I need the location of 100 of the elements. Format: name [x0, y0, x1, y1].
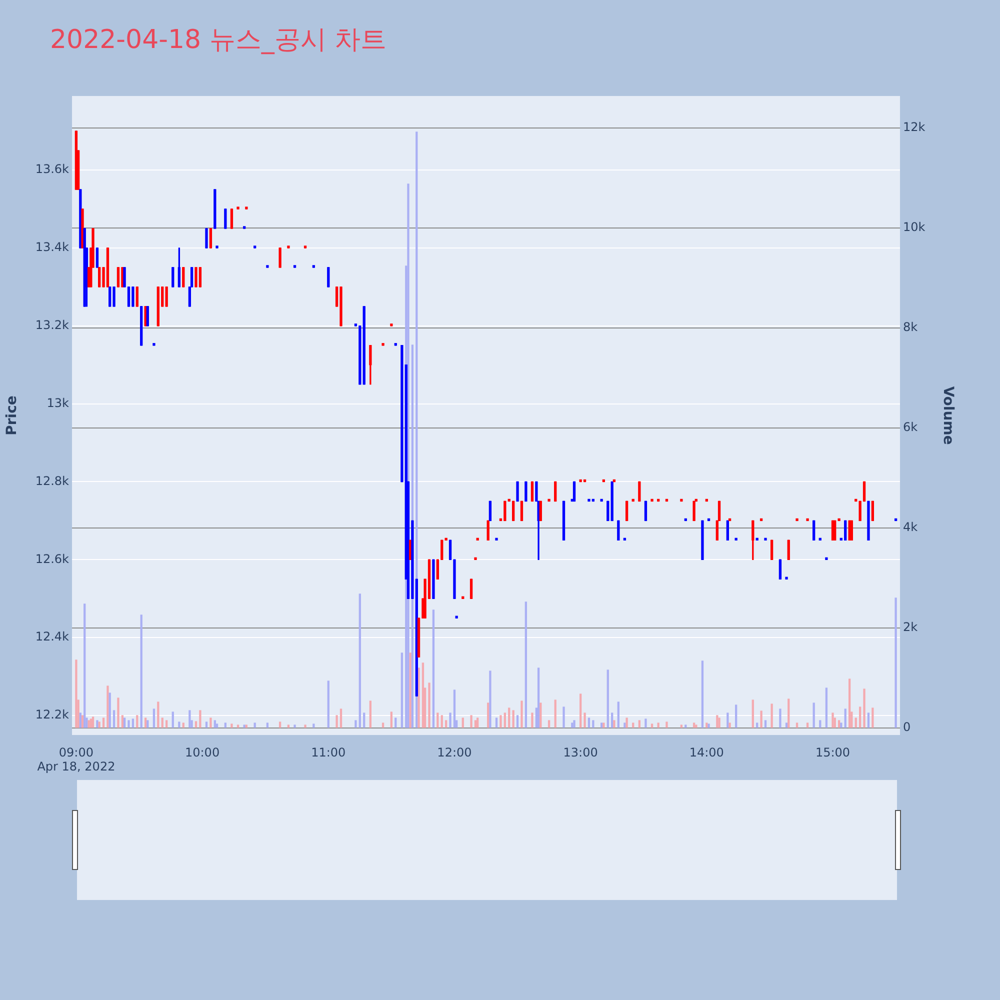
y2-tick-label: 10k	[903, 220, 926, 234]
bar	[504, 712, 506, 728]
bar	[701, 660, 704, 728]
bar	[626, 718, 628, 728]
bar	[579, 694, 582, 728]
bar	[312, 724, 315, 728]
bar	[84, 604, 86, 728]
bar	[132, 718, 134, 728]
bar	[123, 718, 126, 728]
bar	[254, 722, 256, 728]
bar	[592, 720, 594, 728]
bar	[462, 718, 464, 728]
y-tick-label: 12.4k	[35, 630, 70, 644]
x-tick-label: 14:00	[689, 745, 724, 760]
bar	[752, 700, 754, 728]
bar	[764, 720, 767, 728]
bar	[825, 688, 828, 728]
y2-tick-label: 2k	[903, 620, 918, 634]
bar	[584, 712, 586, 728]
x-tick-label: 09:00 Apr 18, 2022	[37, 745, 116, 774]
bar	[588, 718, 590, 728]
bar	[650, 724, 654, 728]
bar	[531, 712, 534, 728]
bar	[354, 720, 357, 728]
bar	[230, 724, 233, 728]
bar	[205, 722, 208, 728]
bar	[304, 724, 306, 728]
bar	[161, 718, 164, 728]
bar	[537, 668, 540, 728]
bar	[735, 704, 738, 728]
bar	[573, 720, 576, 728]
bar	[327, 680, 330, 728]
x-tick-label: 11:00	[311, 745, 346, 760]
bar	[88, 720, 90, 728]
bar	[617, 702, 620, 728]
bar	[236, 724, 240, 728]
y2-tick-label: 6k	[903, 420, 918, 434]
bar	[199, 710, 202, 728]
bar	[520, 700, 523, 728]
bar	[863, 688, 866, 728]
bar	[144, 718, 147, 728]
bar	[854, 718, 857, 728]
bar	[157, 702, 160, 728]
bar	[838, 720, 840, 728]
chart-title: 2022-04-18 뉴스_공시 차트	[50, 24, 387, 57]
bar	[638, 720, 640, 728]
bar	[245, 724, 248, 728]
bar	[867, 712, 870, 728]
bar	[390, 712, 393, 728]
bar	[224, 722, 226, 728]
bar	[214, 720, 216, 728]
bar	[79, 712, 82, 728]
bar	[418, 668, 420, 728]
x-tick-label: 12:00	[437, 745, 472, 760]
x-tick-label: 10:00	[185, 745, 220, 760]
bar	[369, 700, 372, 728]
bar	[779, 708, 782, 728]
bar	[340, 708, 342, 728]
bar	[726, 712, 729, 728]
bar	[858, 706, 862, 728]
bar	[796, 722, 798, 728]
bar	[470, 715, 472, 728]
bar	[785, 722, 788, 728]
bar	[394, 718, 397, 728]
bar	[489, 670, 492, 728]
bar	[188, 710, 191, 728]
bar	[832, 712, 834, 728]
bar	[400, 652, 404, 728]
bar	[666, 722, 668, 728]
bar	[840, 722, 842, 728]
x-tick-label: 15:00	[815, 745, 850, 760]
bar	[278, 722, 282, 728]
bar	[287, 724, 290, 728]
y-tick-label: 13.2k	[35, 318, 70, 332]
y-tick-label: 12.8k	[35, 474, 70, 488]
bar	[872, 708, 874, 728]
bar	[172, 712, 174, 728]
y-tick-label: 12.6k	[35, 552, 70, 566]
bar	[165, 720, 168, 728]
bar	[500, 715, 502, 728]
bar	[440, 715, 443, 728]
bar	[363, 712, 366, 728]
bar	[474, 720, 477, 728]
bar	[128, 720, 130, 728]
bar	[508, 708, 510, 728]
bar	[136, 715, 138, 728]
bar	[409, 652, 412, 728]
bar	[540, 702, 542, 728]
y-tick-label: 13.6k	[35, 162, 70, 176]
bar	[436, 712, 439, 728]
bar	[90, 718, 92, 728]
bar	[718, 718, 720, 728]
bar	[716, 715, 718, 728]
bar	[108, 692, 111, 728]
bar	[756, 722, 758, 728]
bar	[382, 722, 384, 728]
bar	[644, 718, 647, 728]
y2-tick-label: 0	[903, 720, 911, 734]
y-tick-label: 12.2k	[35, 708, 70, 722]
bar	[428, 682, 430, 728]
